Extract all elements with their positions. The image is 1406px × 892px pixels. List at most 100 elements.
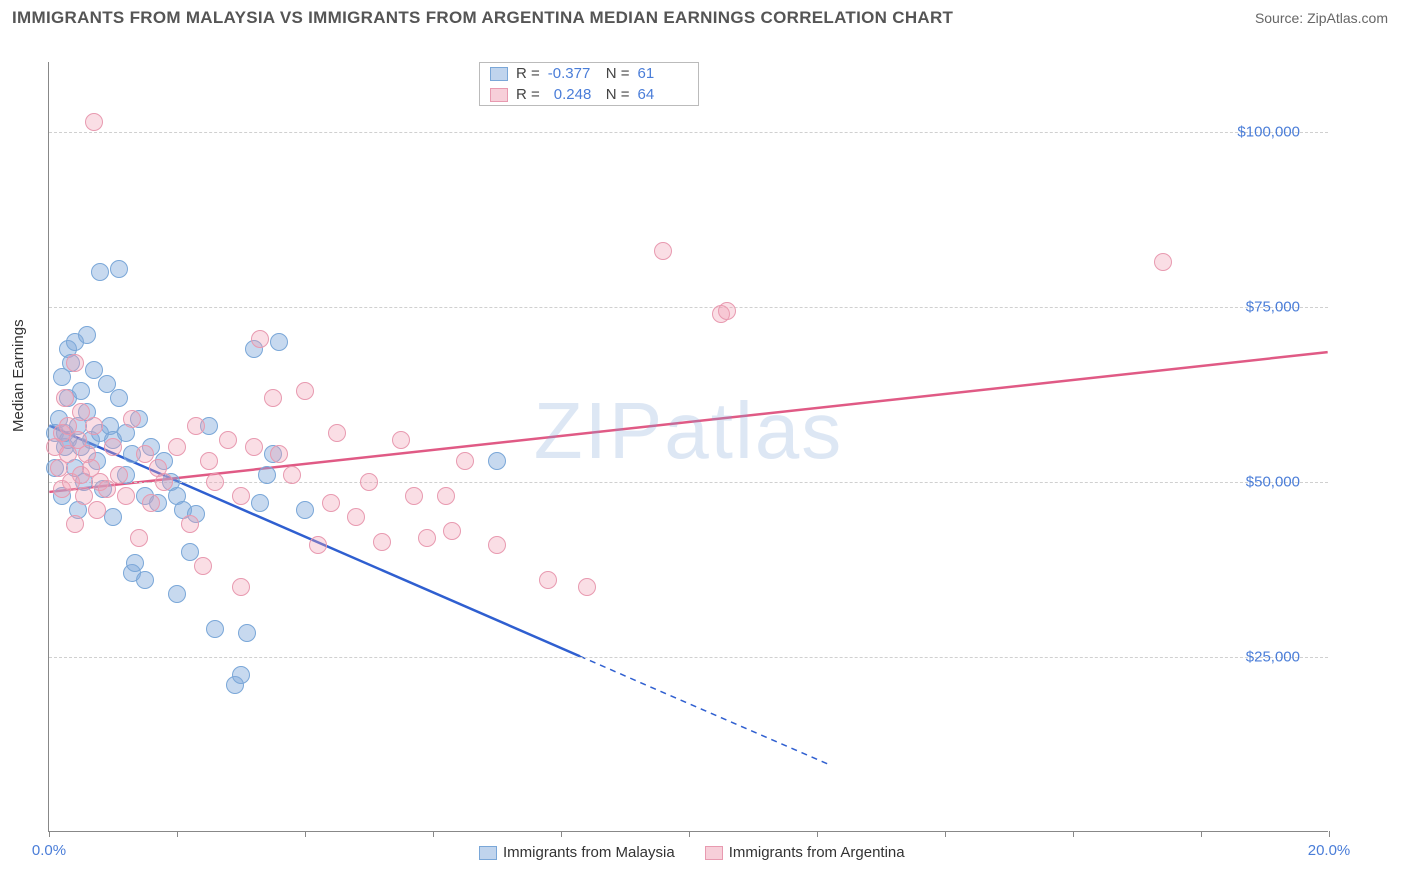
x-tick (945, 831, 946, 837)
data-point (456, 452, 474, 470)
data-point (322, 494, 340, 512)
data-point (219, 431, 237, 449)
data-point (270, 445, 288, 463)
legend-row-malaysia: R = -0.377 N = 61 (480, 63, 698, 84)
data-point (117, 487, 135, 505)
swatch-pink-icon (705, 846, 723, 860)
data-point (443, 522, 461, 540)
chart-header: IMMIGRANTS FROM MALAYSIA VS IMMIGRANTS F… (0, 0, 1406, 32)
data-point (206, 620, 224, 638)
data-point (232, 666, 250, 684)
data-point (130, 529, 148, 547)
data-point (328, 424, 346, 442)
data-point (142, 494, 160, 512)
data-point (418, 529, 436, 547)
data-point (200, 452, 218, 470)
data-point (251, 494, 269, 512)
data-point (373, 533, 391, 551)
data-point (72, 382, 90, 400)
source-label: Source: ZipAtlas.com (1255, 10, 1388, 26)
data-point (578, 578, 596, 596)
y-axis-label: Median Earnings (10, 319, 27, 432)
data-point (654, 242, 672, 260)
data-point (168, 438, 186, 456)
gridline (49, 307, 1328, 308)
chart-container: Median Earnings ZIPatlas R = -0.377 N = … (0, 32, 1406, 882)
x-tick (1201, 831, 1202, 837)
watermark: ZIPatlas (534, 385, 843, 477)
data-point (296, 382, 314, 400)
x-tick (49, 831, 50, 837)
x-tick (433, 831, 434, 837)
y-tick-label: $75,000 (1246, 299, 1300, 316)
legend-item-malaysia: Immigrants from Malaysia (479, 844, 675, 861)
x-tick (689, 831, 690, 837)
data-point (181, 515, 199, 533)
data-point (85, 417, 103, 435)
series-legend: Immigrants from Malaysia Immigrants from… (479, 844, 905, 861)
data-point (104, 508, 122, 526)
data-point (194, 557, 212, 575)
data-point (264, 389, 282, 407)
data-point (360, 473, 378, 491)
data-point (110, 466, 128, 484)
x-tick-label: 0.0% (32, 842, 66, 859)
data-point (718, 302, 736, 320)
swatch-blue-icon (479, 846, 497, 860)
r-value-malaysia: -0.377 (548, 65, 598, 82)
data-point (187, 417, 205, 435)
data-point (66, 515, 84, 533)
x-tick (305, 831, 306, 837)
y-tick-label: $100,000 (1237, 124, 1300, 141)
data-point (168, 585, 186, 603)
data-point (232, 487, 250, 505)
x-tick-label: 20.0% (1308, 842, 1351, 859)
data-point (126, 554, 144, 572)
legend-item-argentina: Immigrants from Argentina (705, 844, 905, 861)
data-point (66, 354, 84, 372)
data-point (238, 624, 256, 642)
data-point (296, 501, 314, 519)
data-point (136, 571, 154, 589)
x-tick (177, 831, 178, 837)
data-point (392, 431, 410, 449)
data-point (488, 452, 506, 470)
legend-row-argentina: R = 0.248 N = 64 (480, 84, 698, 105)
gridline (49, 132, 1328, 133)
swatch-blue-icon (490, 67, 508, 81)
x-tick (817, 831, 818, 837)
data-point (206, 473, 224, 491)
correlation-legend: R = -0.377 N = 61 R = 0.248 N = 64 (479, 62, 699, 106)
chart-title: IMMIGRANTS FROM MALAYSIA VS IMMIGRANTS F… (12, 8, 953, 28)
swatch-pink-icon (490, 88, 508, 102)
plot-area: ZIPatlas R = -0.377 N = 61 R = 0.248 N =… (48, 62, 1328, 832)
n-value-argentina: 64 (638, 86, 688, 103)
data-point (245, 438, 263, 456)
x-tick (1073, 831, 1074, 837)
trend-lines (49, 62, 1328, 831)
x-tick (1329, 831, 1330, 837)
data-point (283, 466, 301, 484)
data-point (110, 260, 128, 278)
gridline (49, 657, 1328, 658)
gridline (49, 482, 1328, 483)
data-point (1154, 253, 1172, 271)
data-point (78, 326, 96, 344)
data-point (56, 389, 74, 407)
data-point (91, 263, 109, 281)
data-point (104, 438, 122, 456)
data-point (98, 480, 116, 498)
data-point (258, 466, 276, 484)
data-point (110, 389, 128, 407)
y-tick-label: $50,000 (1246, 474, 1300, 491)
data-point (347, 508, 365, 526)
data-point (539, 571, 557, 589)
data-point (488, 536, 506, 554)
data-point (155, 473, 173, 491)
y-tick-label: $25,000 (1246, 649, 1300, 666)
data-point (437, 487, 455, 505)
data-point (309, 536, 327, 554)
data-point (405, 487, 423, 505)
x-tick (561, 831, 562, 837)
data-point (85, 113, 103, 131)
